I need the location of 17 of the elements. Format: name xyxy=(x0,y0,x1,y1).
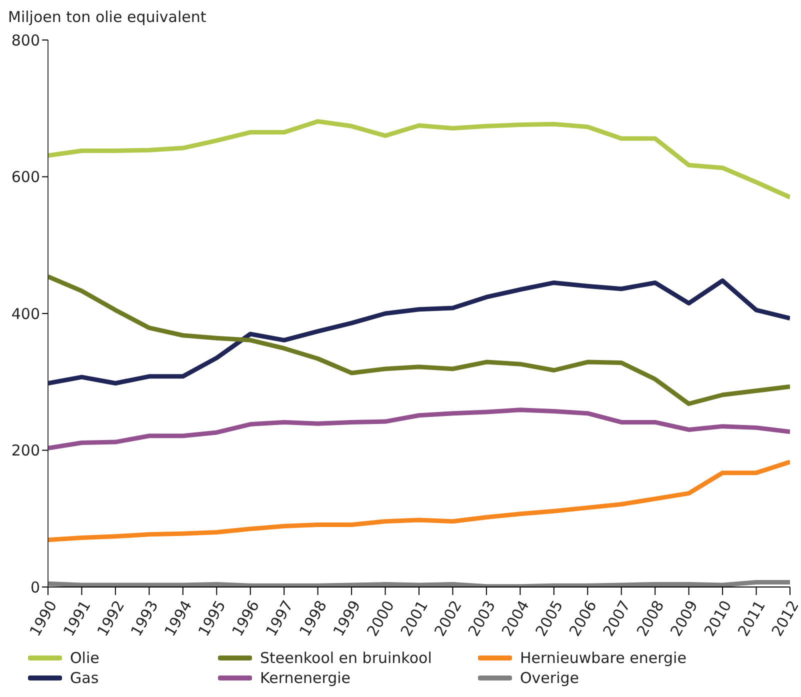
line-series xyxy=(48,278,790,386)
line-series xyxy=(48,119,790,200)
y-axis-title: Miljoen ton olie equivalent xyxy=(8,8,208,28)
legend-label: Steenkool en bruinkool xyxy=(260,649,432,667)
y-tick-label: 0 xyxy=(30,578,40,596)
line-series xyxy=(48,408,790,450)
legend-label: Overige xyxy=(520,669,579,687)
legend-label: Hernieuwbare energie xyxy=(520,649,686,667)
legend-label: Olie xyxy=(70,649,100,667)
line-series xyxy=(48,274,790,406)
legend-label: Kernenergie xyxy=(260,669,351,687)
y-tick-label: 200 xyxy=(11,442,40,460)
line-series xyxy=(48,460,790,542)
y-tick-label: 800 xyxy=(11,31,40,50)
legend-label: Gas xyxy=(70,669,99,687)
y-tick-label: 600 xyxy=(11,168,40,186)
y-tick-label: 400 xyxy=(11,304,40,323)
